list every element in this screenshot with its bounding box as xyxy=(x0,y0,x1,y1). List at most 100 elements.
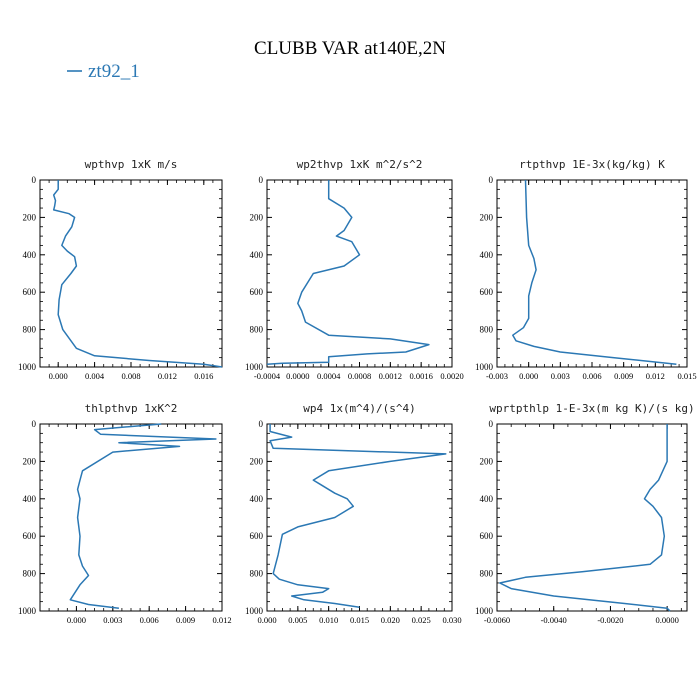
panel-6: wprtpthlp 1-E-3x(m kg K)/(s kg) 0 200 400 60… xyxy=(475,402,695,625)
x-tick-label: 0.000 xyxy=(49,371,68,381)
y-tick-label: 200 xyxy=(480,212,494,222)
y-tick-label: 0 xyxy=(32,419,37,429)
x-tick-label: 0.006 xyxy=(140,615,159,625)
x-tick-label: 0.008 xyxy=(121,371,140,381)
panel-title: wprtpthlp 1-E-3x(m kg K)/(s kg) xyxy=(489,402,694,415)
plot-frame xyxy=(266,179,453,368)
x-tick-label: 0.015 xyxy=(350,615,369,625)
plot-frame xyxy=(39,179,223,368)
panel-title: rtpthvp 1E-3x(kg/kg) K xyxy=(519,158,665,171)
x-tick-label: 0.0000 xyxy=(286,371,309,381)
y-tick-label: 600 xyxy=(23,287,37,297)
x-tick-label: 0.012 xyxy=(212,615,231,625)
y-tick-label: 1000 xyxy=(245,606,264,616)
x-tick-label: 0.012 xyxy=(158,371,177,381)
x-tick-label: 0.009 xyxy=(176,615,195,625)
y-tick-label: 400 xyxy=(23,250,37,260)
panel-title: wp4 1x(m^4)/(s^4) xyxy=(303,402,416,415)
x-tick-label: 0.015 xyxy=(677,371,696,381)
x-tick-label: 0.0000 xyxy=(655,615,678,625)
series-line xyxy=(512,179,677,365)
x-tick-label: 0.003 xyxy=(551,371,570,381)
y-tick-label: 0 xyxy=(489,175,494,185)
y-tick-label: 400 xyxy=(23,494,37,504)
x-tick-label: -0.003 xyxy=(486,371,508,381)
y-tick-label: 0 xyxy=(489,419,494,429)
y-tick-label: 600 xyxy=(250,531,264,541)
y-tick-label: 400 xyxy=(250,494,264,504)
y-tick-label: 400 xyxy=(480,494,494,504)
plot-frame xyxy=(496,179,688,368)
x-tick-label: 0.010 xyxy=(319,615,338,625)
series-line xyxy=(499,424,671,612)
series-line xyxy=(269,424,447,609)
y-tick-label: 800 xyxy=(23,325,37,335)
x-tick-label: 0.0016 xyxy=(409,371,432,381)
y-tick-label: 400 xyxy=(480,250,494,260)
y-tick-label: 200 xyxy=(23,212,37,222)
y-tick-label: 800 xyxy=(480,325,494,335)
x-tick-label: 0.0020 xyxy=(440,371,463,381)
panel-1: wpthvp 1xK m/s 0 200 400 600 800 1000 0.000 0.00… xyxy=(18,158,223,381)
y-tick-label: 800 xyxy=(250,569,264,579)
y-tick-label: 1000 xyxy=(18,362,37,372)
x-tick-label: 0.000 xyxy=(67,615,86,625)
x-tick-label: 0.030 xyxy=(442,615,461,625)
y-tick-label: 600 xyxy=(250,287,264,297)
y-tick-label: 200 xyxy=(250,212,264,222)
panel-3: rtpthvp 1E-3x(kg/kg) K 0 200 400 600 800 1000-… xyxy=(475,158,697,381)
y-tick-label: 800 xyxy=(23,569,37,579)
series-line xyxy=(69,423,217,609)
y-tick-label: 200 xyxy=(250,456,264,466)
plot-frame xyxy=(266,423,453,612)
x-tick-label: -0.0020 xyxy=(597,615,623,625)
y-tick-label: 0 xyxy=(32,175,37,185)
y-tick-label: 200 xyxy=(480,456,494,466)
y-tick-label: 1000 xyxy=(475,362,494,372)
x-tick-label: 0.000 xyxy=(519,371,538,381)
x-tick-label: -0.0040 xyxy=(541,615,567,625)
plot-frame xyxy=(39,423,223,612)
panel-2: wp2thvp 1xK m^2/s^2 0 200 400 600 800 1000-0.0… xyxy=(245,158,464,381)
y-tick-label: 1000 xyxy=(475,606,494,616)
x-tick-label: 0.004 xyxy=(85,371,105,381)
y-tick-label: 0 xyxy=(259,419,264,429)
y-tick-label: 800 xyxy=(250,325,264,335)
x-tick-label: 0.012 xyxy=(646,371,665,381)
x-tick-label: 0.000 xyxy=(257,615,276,625)
x-tick-label: 0.0012 xyxy=(379,371,402,381)
y-tick-label: 400 xyxy=(250,250,264,260)
series-line xyxy=(52,180,223,368)
x-tick-label: 0.0004 xyxy=(317,371,341,381)
x-tick-label: -0.0004 xyxy=(254,371,281,381)
legend-label: zt92_1 xyxy=(88,61,140,82)
y-tick-label: 600 xyxy=(480,287,494,297)
y-tick-label: 200 xyxy=(23,456,37,466)
x-tick-label: 0.006 xyxy=(582,371,601,381)
x-tick-label: 0.016 xyxy=(194,371,213,381)
x-tick-label: 0.020 xyxy=(381,615,400,625)
x-tick-label: -0.0060 xyxy=(484,615,510,625)
y-tick-label: 0 xyxy=(259,175,264,185)
series-line xyxy=(266,180,430,365)
y-tick-label: 1000 xyxy=(245,362,264,372)
x-tick-label: 0.0008 xyxy=(348,371,371,381)
panel-title: wp2thvp 1xK m^2/s^2 xyxy=(297,158,423,171)
plot-frame xyxy=(496,423,688,612)
x-tick-label: 0.005 xyxy=(288,615,307,625)
figure-title: CLUBB VAR at140E,2N xyxy=(254,38,446,59)
panel-title: thlpthvp 1xK^2 xyxy=(85,402,178,415)
y-tick-label: 600 xyxy=(480,531,494,541)
y-tick-label: 600 xyxy=(23,531,37,541)
y-tick-label: 800 xyxy=(480,569,494,579)
panel-title: wpthvp 1xK m/s xyxy=(85,158,178,171)
panel-4: thlpthvp 1xK^2 0 200 400 600 800 1000 0.000 0.00… xyxy=(18,402,232,625)
legend: zt92_1 xyxy=(67,61,140,82)
x-tick-label: 0.003 xyxy=(103,615,122,625)
x-tick-label: 0.025 xyxy=(412,615,431,625)
x-tick-label: 0.009 xyxy=(614,371,633,381)
y-tick-label: 1000 xyxy=(18,606,37,616)
